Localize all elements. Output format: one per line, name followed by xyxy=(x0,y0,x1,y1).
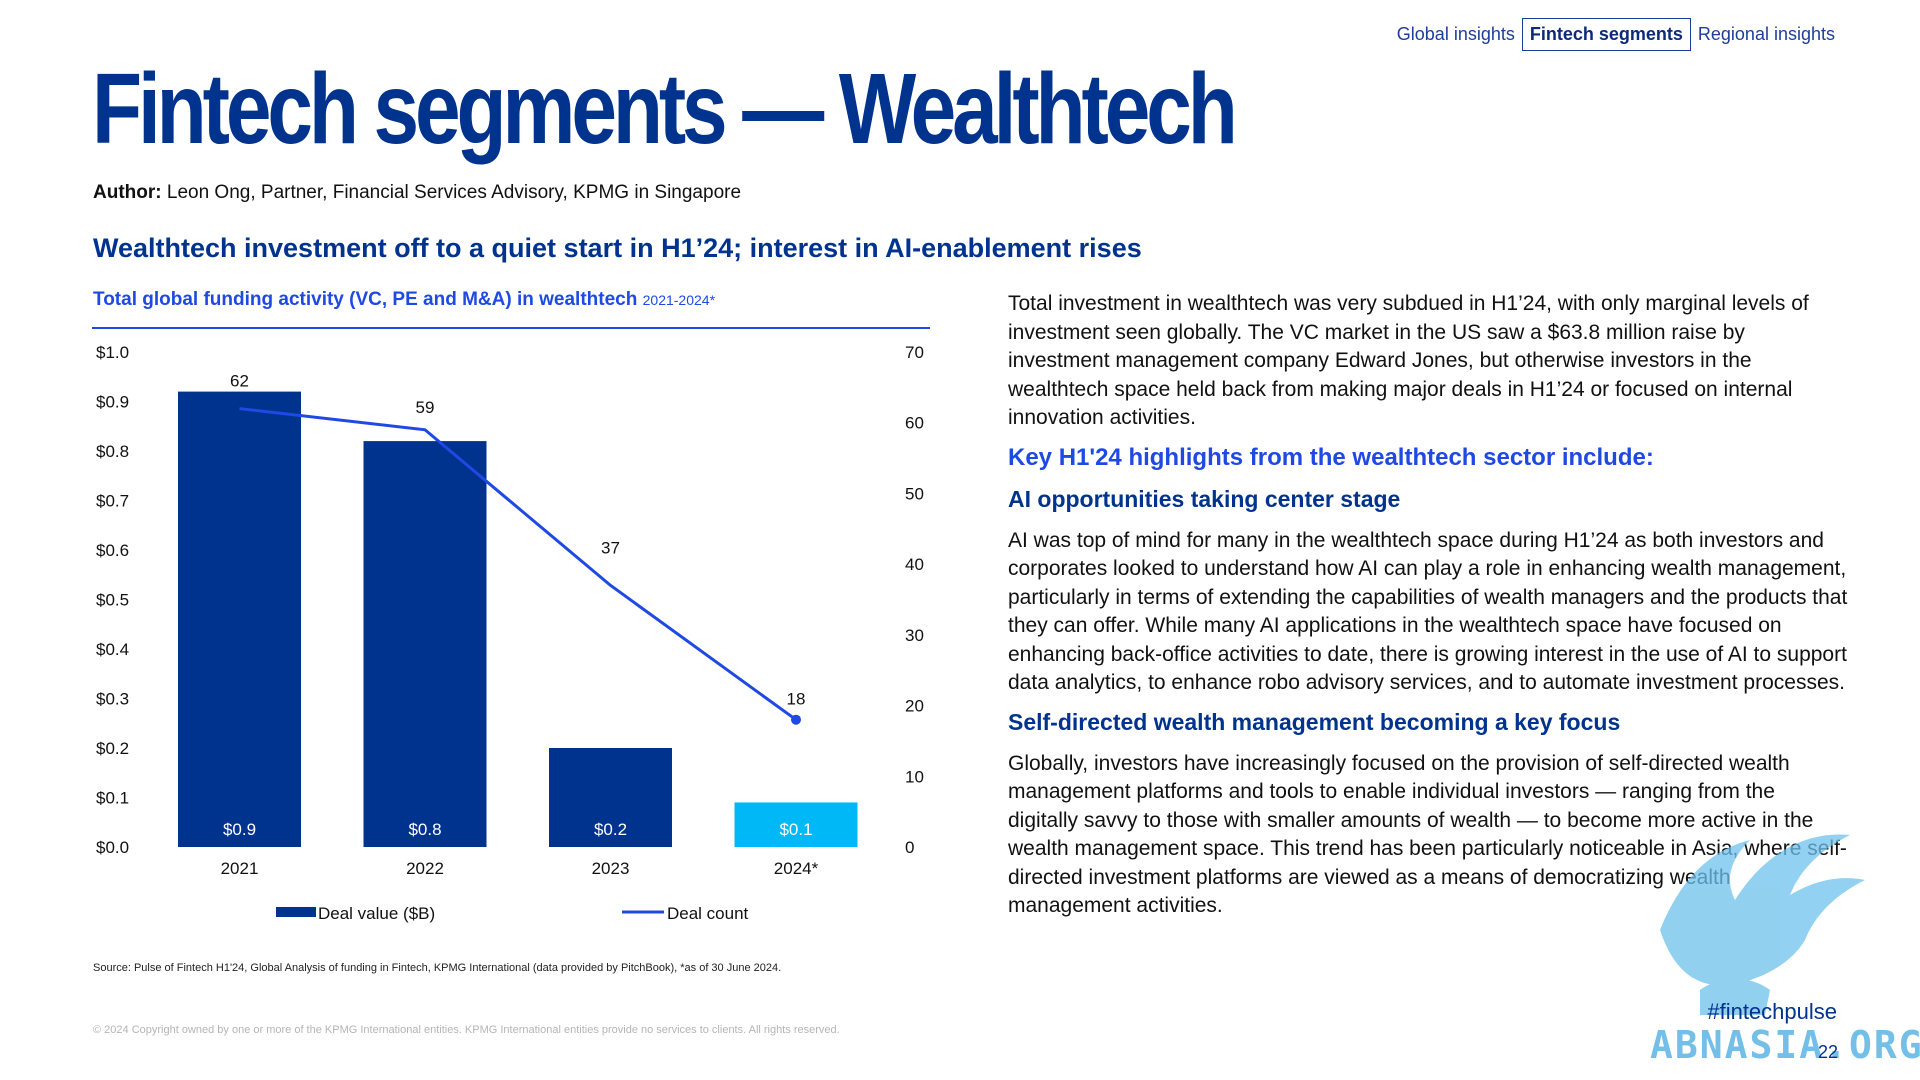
nav-global-insights[interactable]: Global insights xyxy=(1396,24,1515,44)
bar-deal-value xyxy=(549,748,672,847)
deal-count-label: 59 xyxy=(416,398,435,417)
funding-chart: $0.0 $0.1 $0.2 $0.3 $0.4 $0.5 $0.6 $0.7 $0.8 $0.9… xyxy=(96,343,924,923)
y-left-tick-label: $0.0 xyxy=(96,838,129,857)
bar-deal-value xyxy=(363,441,487,847)
bar-deal-value xyxy=(178,391,301,847)
chart-title-text: Total global funding activity (VC, PE an… xyxy=(93,289,638,310)
x-tick-label: 2022 xyxy=(406,859,444,878)
y-left-tick-label: $0.3 xyxy=(96,690,129,709)
bar-value-label: $0.2 xyxy=(594,820,627,839)
bar-value-label: $0.9 xyxy=(223,820,256,839)
y-right-tick-label: 50 xyxy=(905,484,924,503)
nav-fintech-segments[interactable]: Fintech segments xyxy=(1521,18,1691,51)
deal-count-label: 37 xyxy=(601,538,620,557)
y-left-tick-label: $0.8 xyxy=(96,442,129,461)
deal-count-label: 18 xyxy=(787,690,806,709)
deal-count-endpoint xyxy=(791,714,801,725)
chart-title: Total global funding activity (VC, PE an… xyxy=(93,289,715,311)
x-tick-label: 2024* xyxy=(774,859,819,878)
y-right-tick-label: 30 xyxy=(905,626,924,645)
legend-line-label: Deal count xyxy=(667,904,749,923)
y-left-tick-label: $0.5 xyxy=(96,591,129,610)
x-tick-label: 2023 xyxy=(592,859,630,878)
self-directed-section-heading: Self-directed wealth management becoming… xyxy=(1008,708,1621,735)
y-right-tick-label: 40 xyxy=(905,555,924,574)
deal-count-line xyxy=(239,407,797,721)
bar-value-label: $0.1 xyxy=(779,820,812,839)
legend-bar-swatch xyxy=(276,907,316,917)
chart-title-rule xyxy=(92,327,930,329)
y-right-tick-label: 20 xyxy=(905,697,924,716)
body-text-column: Total investment in wealthtech was very … xyxy=(1008,290,1848,932)
deal-count-label: 62 xyxy=(230,372,249,391)
ai-section-heading: AI opportunities taking center stage xyxy=(1008,485,1401,512)
bar-value-label: $0.8 xyxy=(408,820,441,839)
watermark-text: ABNASIA.ORG xyxy=(1650,1023,1920,1066)
y-left-tick-label: $1.0 xyxy=(96,343,129,362)
watermark-text-label: ABNASIA.ORG xyxy=(1650,1023,1920,1066)
highlights-heading: Key H1'24 highlights from the wealthtech… xyxy=(1008,443,1654,471)
bar-deal-value xyxy=(734,802,858,847)
ai-section-paragraph: AI was top of mind for many in the wealt… xyxy=(1008,528,1848,695)
y-left-tick-label: $0.4 xyxy=(96,640,129,659)
y-left-tick-label: $0.9 xyxy=(96,393,129,412)
intro-paragraph: Total investment in wealthtech was very … xyxy=(1008,292,1809,429)
y-left-tick-label: $0.7 xyxy=(96,492,129,511)
author-line: Author: Leon Ong, Partner, Financial Ser… xyxy=(93,182,741,204)
top-navigation: Global insights Fintech segments Regiona… xyxy=(1390,18,1842,51)
y-right-tick-label: 10 xyxy=(905,767,924,786)
y-left-tick-label: $0.6 xyxy=(96,541,129,560)
source-note: Source: Pulse of Fintech H1'24, Global A… xyxy=(93,962,782,974)
y-right-tick-label: 70 xyxy=(905,343,924,362)
page-number: 22 xyxy=(1817,1042,1838,1062)
chart-title-range: 2021-2024* xyxy=(642,292,716,308)
copyright-note: © 2024 Copyright owned by one or more of… xyxy=(93,1024,840,1036)
x-tick-label: 2021 xyxy=(221,859,259,878)
y-left-tick-label: $0.2 xyxy=(96,739,129,758)
y-left-tick-label: $0.1 xyxy=(96,789,129,808)
author-label: Author: xyxy=(93,182,162,203)
y-right-tick-label: 0 xyxy=(905,838,914,857)
page-title: Fintech segments — Wealthtech xyxy=(92,53,1238,165)
self-directed-section-paragraph: Globally, investors have increasingly fo… xyxy=(1008,751,1847,918)
watermark-logo xyxy=(1660,834,1865,1015)
y-right-tick-label: 60 xyxy=(905,414,924,433)
hashtag: #fintechpulse xyxy=(1707,999,1837,1024)
section-subtitle: Wealthtech investment off to a quiet sta… xyxy=(93,233,1142,263)
legend-bar-label: Deal value ($B) xyxy=(318,904,435,923)
author-text: Leon Ong, Partner, Financial Services Ad… xyxy=(166,182,742,203)
nav-regional-insights[interactable]: Regional insights xyxy=(1697,24,1835,44)
